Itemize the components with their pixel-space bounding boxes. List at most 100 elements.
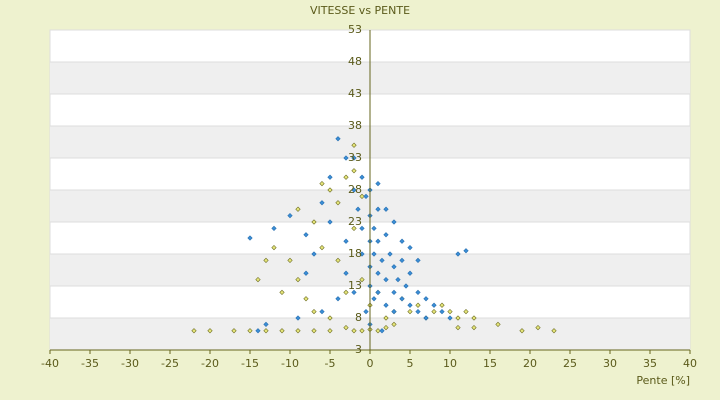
- point: [351, 187, 357, 193]
- point: [471, 315, 477, 321]
- point: [335, 296, 341, 302]
- point: [383, 232, 389, 238]
- point: [327, 315, 333, 321]
- point: [391, 308, 397, 315]
- point: [359, 251, 365, 257]
- point: [263, 328, 269, 334]
- point: [247, 235, 253, 241]
- x-tick-label: 20: [523, 357, 537, 370]
- point: [431, 308, 437, 315]
- point: [519, 328, 525, 334]
- y-tick-label: 53: [348, 23, 362, 36]
- point: [343, 289, 349, 296]
- point: [399, 238, 405, 244]
- point: [407, 302, 413, 308]
- x-tick-label: -5: [325, 357, 336, 370]
- y-tick-label: 28: [348, 183, 362, 196]
- point: [343, 324, 349, 331]
- point: [455, 324, 461, 331]
- point: [295, 328, 301, 334]
- x-tick-label: -40: [41, 357, 59, 370]
- point: [343, 270, 349, 276]
- point: [247, 328, 253, 334]
- point: [351, 168, 357, 174]
- x-tick-label: 30: [603, 357, 617, 370]
- point: [399, 296, 405, 302]
- point: [319, 244, 325, 251]
- point: [415, 302, 421, 308]
- point: [359, 225, 365, 232]
- point: [395, 276, 401, 283]
- point: [535, 324, 541, 331]
- x-tick-label: -30: [121, 357, 139, 370]
- point: [423, 315, 429, 321]
- point: [471, 324, 477, 331]
- x-tick-label: -25: [161, 357, 179, 370]
- point: [359, 174, 365, 180]
- point: [387, 251, 393, 257]
- point: [371, 251, 377, 257]
- point: [343, 155, 349, 161]
- point: [319, 308, 325, 315]
- y-tick-label: 43: [348, 87, 362, 100]
- point: [303, 270, 309, 276]
- point: [295, 315, 301, 321]
- point: [383, 206, 389, 212]
- point: [463, 248, 469, 254]
- point: [455, 315, 461, 321]
- point: [303, 232, 309, 238]
- point: [375, 289, 381, 296]
- point: [335, 136, 341, 142]
- point: [335, 257, 341, 264]
- point: [371, 225, 377, 232]
- chart-title: VITESSE vs PENTE: [310, 4, 410, 17]
- x-tick-label: 35: [643, 357, 657, 370]
- point: [439, 302, 445, 308]
- point: [363, 193, 369, 200]
- point: [379, 328, 385, 334]
- y-tick-label: 3: [355, 343, 362, 356]
- point: [279, 289, 285, 296]
- point: [415, 289, 421, 296]
- point: [343, 238, 349, 244]
- point: [423, 296, 429, 302]
- point: [415, 257, 421, 264]
- point: [287, 257, 293, 264]
- point: [319, 180, 325, 187]
- point: [375, 328, 381, 334]
- point: [319, 200, 325, 206]
- point: [439, 308, 445, 315]
- point: [403, 283, 409, 289]
- point: [327, 219, 333, 225]
- x-tick-label: -20: [201, 357, 219, 370]
- point: [431, 302, 437, 308]
- point: [295, 206, 301, 212]
- point: [335, 200, 341, 206]
- point: [343, 174, 349, 180]
- y-tick-label: 18: [348, 247, 362, 260]
- point: [311, 219, 317, 225]
- point: [359, 193, 365, 200]
- x-tick-label: 0: [367, 357, 374, 370]
- point: [407, 270, 413, 276]
- point: [375, 238, 381, 244]
- point: [355, 206, 361, 212]
- point: [359, 276, 365, 283]
- point: [375, 180, 381, 187]
- point: [255, 328, 261, 334]
- x-tick-label: 40: [683, 357, 697, 370]
- point: [351, 225, 357, 232]
- y-tick-label: 48: [348, 55, 362, 68]
- x-tick-label: 25: [563, 357, 577, 370]
- y-tick-label: 8: [355, 311, 362, 324]
- y-tick-label: 33: [348, 151, 362, 164]
- point: [375, 270, 381, 276]
- point: [351, 328, 357, 334]
- point: [447, 308, 453, 315]
- point: [311, 308, 317, 315]
- point: [359, 328, 365, 334]
- point: [207, 328, 213, 334]
- point: [495, 321, 501, 328]
- point: [279, 328, 285, 334]
